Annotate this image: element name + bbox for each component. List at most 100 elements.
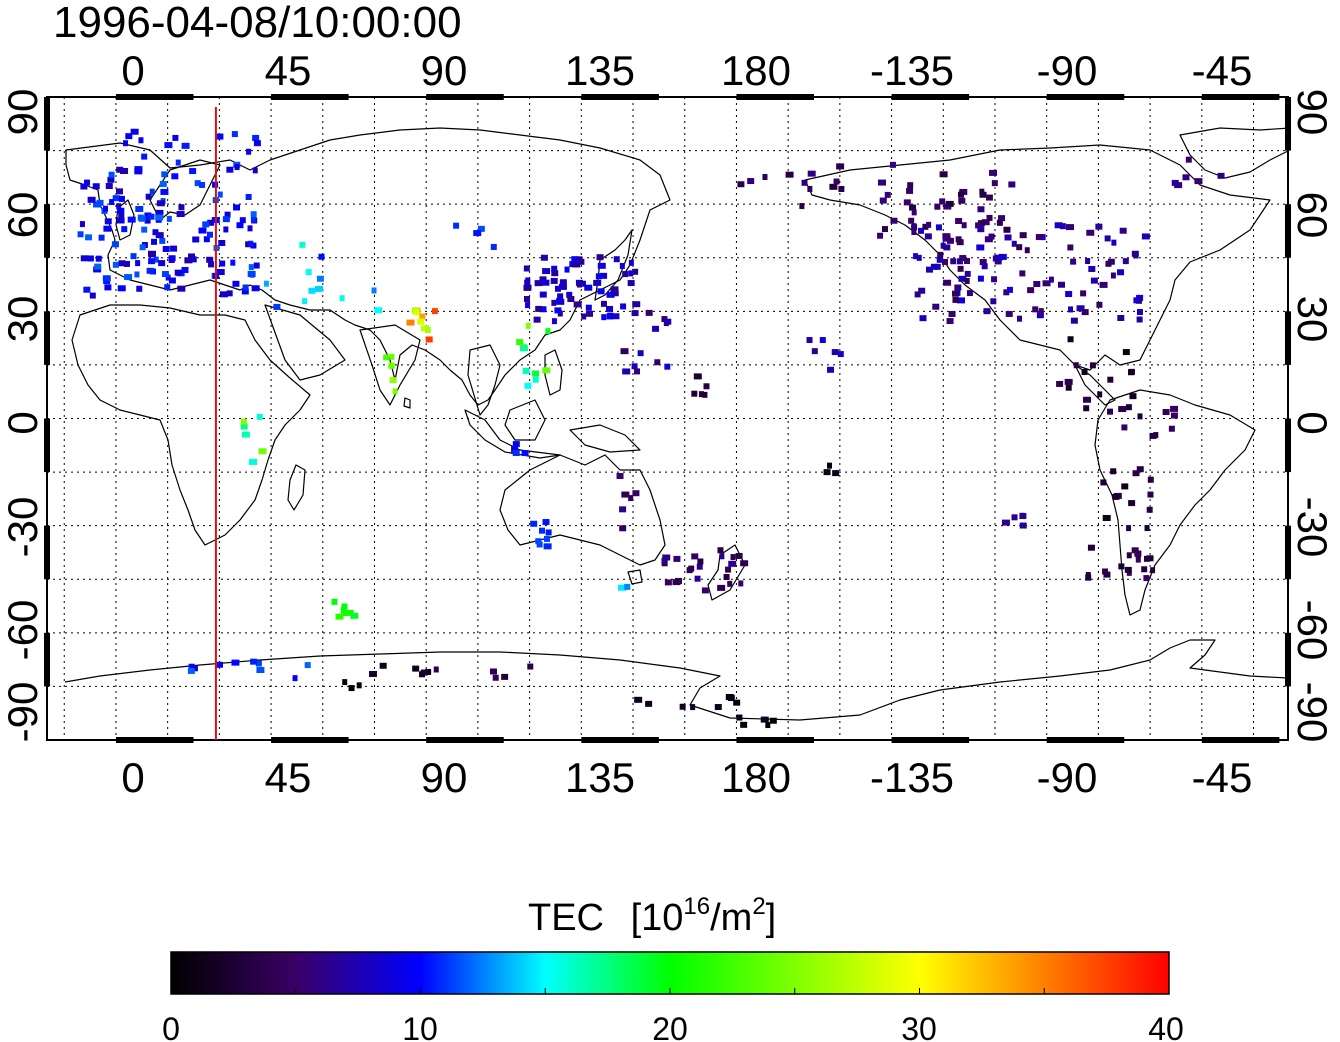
tec-cell: [184, 257, 193, 264]
tec-cell: [1067, 336, 1074, 343]
tec-cell: [963, 258, 970, 265]
tec-cell: [1132, 470, 1140, 477]
tec-cell: [1133, 297, 1139, 304]
tec-cell: [292, 675, 298, 682]
tec-cell: [878, 179, 887, 186]
tec-cell: [174, 269, 182, 276]
bottom-tick-bar: [115, 737, 194, 743]
lon-label-top: 90: [421, 47, 468, 94]
lat-labels-right: 90 60 30 0 -30 -60 -90: [1289, 89, 1336, 743]
tec-cell: [318, 253, 325, 260]
tec-cell: [542, 268, 551, 275]
tec-cell: [760, 716, 769, 723]
tec-cell: [557, 293, 564, 300]
lon-label-bottom: 135: [565, 754, 635, 801]
tec-cell: [1038, 308, 1044, 315]
tec-cell: [420, 669, 428, 676]
tec-cell: [540, 254, 548, 261]
tec-cell: [194, 180, 201, 187]
tec-cell: [172, 134, 179, 141]
lat-labels-left: 90 60 30 0 -30 -60 -90: [0, 89, 46, 743]
tec-cell: [664, 579, 672, 586]
tec-cell: [1102, 514, 1111, 521]
tec-cell: [144, 217, 151, 224]
tec-cell: [159, 180, 167, 187]
tec-cell: [1032, 306, 1039, 313]
tec-cell: [600, 272, 608, 279]
tec-cell: [356, 682, 362, 689]
tec-cell: [955, 218, 963, 225]
tec-cell: [1146, 506, 1153, 513]
tec-cell: [117, 285, 126, 292]
tec-cell: [727, 580, 733, 587]
tec-cell: [1027, 287, 1035, 294]
tec-cell: [417, 318, 425, 325]
tec-cell: [525, 322, 531, 329]
top-tick-bar: [581, 94, 659, 100]
tec-cell: [1185, 156, 1192, 163]
tec-cell: [542, 367, 551, 374]
tec-cell: [559, 279, 567, 286]
tec-cell: [530, 520, 538, 527]
tec-cell: [981, 219, 990, 226]
tec-cell: [523, 295, 530, 302]
tec-cell: [1019, 270, 1026, 277]
lat-label-left: 0: [0, 411, 46, 434]
tec-cell: [250, 216, 256, 223]
tec-cell: [413, 309, 420, 316]
lat-label-right: -60: [1289, 600, 1336, 661]
tec-cell: [714, 704, 722, 711]
tec-cell: [1019, 522, 1027, 529]
tec-cell: [991, 180, 998, 187]
left-tick-bar: [44, 525, 50, 580]
left-tick-bar: [44, 418, 50, 473]
tec-cell: [105, 183, 113, 190]
tec-cell: [976, 244, 985, 251]
tec-cell: [628, 495, 634, 502]
tec-cell: [532, 370, 540, 377]
tec-cell: [419, 313, 426, 320]
coastline-south-america: [1094, 389, 1256, 616]
tec-cell: [645, 700, 653, 707]
tec-cell: [103, 225, 112, 232]
tec-cell: [412, 665, 420, 672]
coastline-central-america: [1074, 364, 1116, 406]
tec-cell: [187, 667, 195, 674]
tec-cell: [1110, 272, 1116, 279]
tec-cell: [299, 241, 306, 248]
tec-cell: [95, 255, 102, 262]
tec-cell: [168, 255, 176, 262]
tec-cell: [425, 668, 432, 675]
tec-cell: [1096, 301, 1103, 308]
tec-cell: [198, 227, 207, 234]
tec-cell: [1170, 405, 1179, 412]
tec-cell: [954, 284, 962, 291]
colorbar-title: TEC [1016/m2]: [528, 893, 776, 939]
tec-cell: [703, 383, 710, 390]
graticule-grid: [47, 97, 1288, 740]
tec-cell: [535, 538, 542, 545]
tec-cell: [566, 291, 573, 298]
tec-cell: [236, 222, 244, 229]
tec-cell: [1100, 479, 1107, 486]
tec-cell: [620, 303, 627, 310]
coastline-indochina: [467, 344, 501, 416]
tec-cell: [532, 376, 539, 383]
tec-cell: [946, 237, 954, 244]
tec-cell: [250, 211, 257, 218]
tec-cell: [607, 312, 614, 319]
tec-cell: [251, 285, 260, 292]
tec-cell: [984, 236, 993, 243]
tec-cell: [1126, 552, 1132, 559]
tec-cell: [118, 260, 126, 267]
tec-cell: [308, 287, 316, 294]
left-tick-bar: [44, 97, 50, 151]
tec-cell: [958, 275, 967, 282]
tec-cell: [1095, 223, 1103, 230]
tec-cell: [98, 234, 105, 241]
lon-label-top: 180: [721, 47, 791, 94]
tec-cell: [951, 290, 959, 297]
coastline-philippines: [544, 349, 563, 396]
tec-cell: [1105, 260, 1112, 267]
tec-cell: [542, 519, 550, 526]
